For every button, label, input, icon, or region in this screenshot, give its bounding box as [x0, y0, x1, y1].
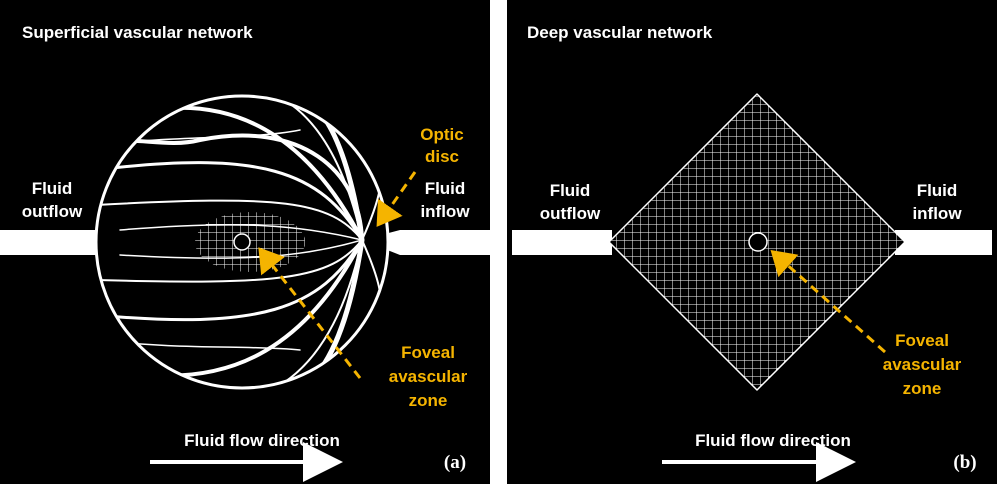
fovea-label: avascular	[883, 355, 962, 374]
fovea-label: zone	[409, 391, 448, 410]
inflow-label: Fluid	[917, 181, 958, 200]
outflow-label: Fluid	[550, 181, 591, 200]
outflow-label: outflow	[540, 204, 601, 223]
panel-tag: (a)	[444, 452, 466, 473]
disc-label: Optic	[420, 125, 463, 144]
flow-label: Fluid flow direction	[184, 431, 340, 450]
panel-a: Superficial vascular network Fluid outfl…	[0, 0, 490, 484]
panel-tag: (b)	[953, 452, 976, 473]
panel-title: Deep vascular network	[527, 23, 713, 42]
inflow-channel	[362, 230, 490, 255]
fovea-label: zone	[903, 379, 942, 398]
inflow-channel	[895, 230, 992, 255]
flow-label: Fluid flow direction	[695, 431, 851, 450]
disc-arrow	[376, 171, 417, 227]
inflow-label: inflow	[420, 202, 470, 221]
fovea	[233, 233, 251, 251]
outflow-label: outflow	[22, 202, 83, 221]
outflow-label: Fluid	[32, 179, 73, 198]
disc-label: disc	[425, 147, 459, 166]
fovea-label: avascular	[389, 367, 468, 386]
fovea-arrow	[770, 250, 886, 354]
fovea	[748, 232, 768, 252]
panel-b: Deep vascular network Fluid outflow Flui…	[507, 0, 997, 484]
outflow-channel	[0, 230, 100, 255]
outflow-channel	[512, 230, 612, 255]
fovea-arrow	[258, 247, 362, 379]
inflow-label: Fluid	[425, 179, 466, 198]
fovea-label: Foveal	[401, 343, 455, 362]
fovea-label: Foveal	[895, 331, 949, 350]
panel-title: Superficial vascular network	[22, 23, 253, 42]
inflow-label: inflow	[912, 204, 962, 223]
